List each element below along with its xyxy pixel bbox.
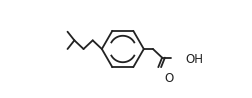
Text: OH: OH bbox=[186, 53, 204, 66]
Text: O: O bbox=[164, 72, 174, 85]
